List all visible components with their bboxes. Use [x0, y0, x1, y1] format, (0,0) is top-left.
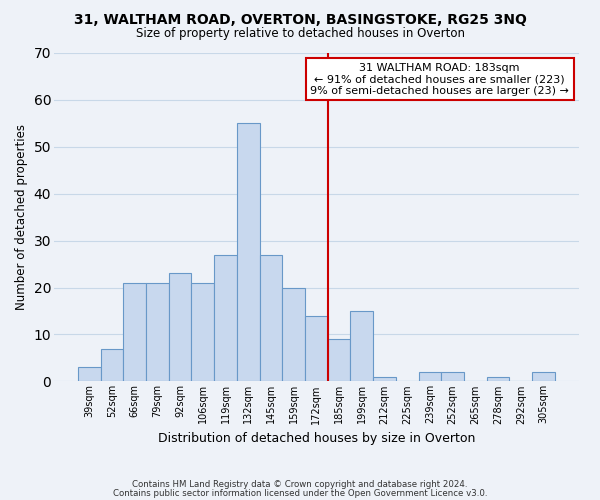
Text: 31, WALTHAM ROAD, OVERTON, BASINGSTOKE, RG25 3NQ: 31, WALTHAM ROAD, OVERTON, BASINGSTOKE, …: [74, 12, 526, 26]
Bar: [282, 288, 305, 382]
X-axis label: Distribution of detached houses by size in Overton: Distribution of detached houses by size …: [158, 432, 475, 445]
Bar: [123, 283, 146, 382]
Text: Contains public sector information licensed under the Open Government Licence v3: Contains public sector information licen…: [113, 488, 487, 498]
Bar: [419, 372, 442, 382]
Bar: [237, 124, 260, 382]
Text: Contains HM Land Registry data © Crown copyright and database right 2024.: Contains HM Land Registry data © Crown c…: [132, 480, 468, 489]
Bar: [260, 254, 282, 382]
Bar: [328, 339, 350, 382]
Y-axis label: Number of detached properties: Number of detached properties: [15, 124, 28, 310]
Bar: [442, 372, 464, 382]
Bar: [101, 348, 123, 382]
Bar: [532, 372, 555, 382]
Bar: [169, 274, 191, 382]
Text: 31 WALTHAM ROAD: 183sqm
← 91% of detached houses are smaller (223)
9% of semi-de: 31 WALTHAM ROAD: 183sqm ← 91% of detache…: [310, 63, 569, 96]
Bar: [305, 316, 328, 382]
Bar: [214, 254, 237, 382]
Bar: [487, 376, 509, 382]
Bar: [78, 368, 101, 382]
Text: Size of property relative to detached houses in Overton: Size of property relative to detached ho…: [136, 28, 464, 40]
Bar: [350, 311, 373, 382]
Bar: [191, 283, 214, 382]
Bar: [373, 376, 396, 382]
Bar: [146, 283, 169, 382]
